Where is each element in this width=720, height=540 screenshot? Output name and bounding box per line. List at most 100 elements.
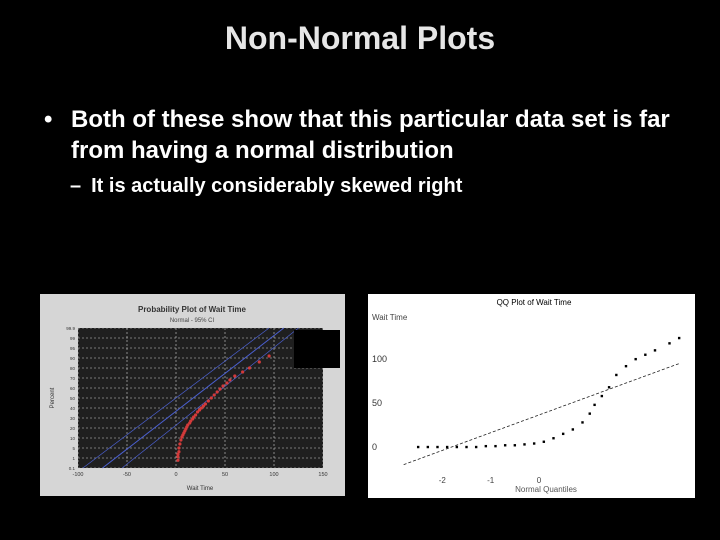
data-point — [221, 384, 225, 388]
data-point — [176, 452, 180, 456]
data-point — [177, 446, 181, 450]
probability-plot-y-ticks: 0.1 1 5 10 20 30 40 50 60 70 80 90 95 99 99.9 — [66, 326, 75, 471]
qq-point — [561, 432, 565, 436]
y-tick-label: 99.9 — [66, 326, 75, 331]
qq-plot-reference-line — [403, 363, 680, 465]
qq-point — [571, 428, 575, 431]
y-tick-label: 70 — [70, 376, 76, 381]
data-point — [206, 399, 210, 403]
fit-line — [102, 327, 285, 469]
bullet-sub-text: It is actually considerably skewed right — [91, 175, 463, 197]
bullet-main: • Both of these show that this particula… — [44, 104, 711, 166]
bullet-sub: – It is actually considerably skewed righ… — [70, 175, 462, 198]
y-tick-label: 50 — [70, 396, 76, 401]
qq-point — [436, 445, 439, 449]
data-point — [218, 387, 222, 391]
x-tick-label: 150 — [318, 472, 327, 478]
y-tick-label: 90 — [70, 356, 76, 361]
qq-point — [426, 445, 430, 449]
probability-plot-points — [176, 354, 271, 462]
qq-point — [513, 444, 517, 447]
x-tick-label: 50 — [222, 472, 228, 478]
probability-plot-xlabel: Wait Time — [187, 486, 214, 492]
qq-point — [668, 342, 671, 345]
x-tick-label: 0 — [174, 472, 177, 478]
y-tick-label: 0.1 — [69, 466, 76, 471]
data-point — [176, 458, 180, 462]
data-point — [192, 415, 196, 419]
qq-point — [607, 386, 611, 389]
x-tick-label: -1 — [487, 476, 495, 485]
y-tick-label: 50 — [372, 398, 382, 408]
qq-point — [455, 445, 459, 449]
y-tick-label: 10 — [70, 436, 76, 441]
data-point — [209, 396, 213, 400]
y-tick-label: 80 — [70, 366, 76, 371]
y-tick-label: 5 — [72, 446, 75, 451]
data-point — [233, 374, 237, 378]
qq-point — [624, 364, 628, 368]
data-point — [179, 438, 183, 442]
x-tick-label: 100 — [269, 472, 278, 478]
probability-plot-x-ticks: -100 -50 0 50 100 150 — [72, 472, 327, 478]
y-tick-label: 100 — [372, 354, 387, 364]
y-tick-label: 95 — [70, 346, 76, 351]
x-tick-label: 0 — [537, 476, 542, 485]
qq-point — [465, 445, 468, 449]
data-point — [177, 450, 181, 454]
x-tick-label: -50 — [123, 472, 131, 478]
bullet-dot-icon: • — [44, 106, 53, 133]
data-point — [194, 413, 198, 417]
qq-point — [503, 444, 507, 447]
data-point — [228, 378, 232, 382]
qq-point — [532, 442, 536, 445]
qq-plot-svg: QQ Plot of Wait Time Wait Time 100 50 0 -2… — [372, 298, 681, 494]
data-point — [176, 455, 180, 459]
y-tick-label: 1 — [72, 456, 75, 461]
qq-point — [494, 444, 497, 448]
qq-point — [588, 412, 591, 415]
data-point — [199, 406, 204, 410]
qq-plot-ylabel: Wait Time — [372, 313, 408, 322]
qq-point — [484, 444, 488, 448]
data-point — [225, 381, 229, 385]
qq-point — [615, 373, 618, 377]
qq-point — [600, 394, 604, 398]
data-point — [215, 390, 219, 394]
data-point — [201, 404, 206, 408]
bullet-dash-icon: – — [70, 175, 82, 197]
qq-point — [677, 336, 681, 340]
x-tick-label: -100 — [72, 472, 83, 478]
data-point — [189, 419, 193, 423]
qq-plot-x-ticks: -2 -1 0 — [439, 476, 542, 485]
qq-plot-y-ticks: 100 50 0 — [372, 354, 387, 452]
y-tick-label: 0 — [372, 442, 377, 452]
qq-point — [542, 440, 546, 443]
qq-point — [653, 349, 657, 352]
qq-plot-points — [416, 336, 681, 449]
probability-plot-title: Probability Plot of Wait Time — [138, 305, 247, 314]
probability-plot-subtitle: Normal - 95% CI — [170, 318, 215, 324]
bullet-main-text: Both of these show that this particular … — [71, 106, 670, 164]
qq-point — [445, 445, 449, 449]
data-point — [186, 423, 190, 427]
data-point — [257, 360, 261, 364]
y-tick-label: 99 — [70, 336, 76, 341]
qq-point — [416, 445, 420, 449]
data-point — [203, 402, 207, 406]
x-tick-label: -2 — [439, 476, 447, 485]
y-tick-label: 20 — [70, 426, 76, 431]
qq-point — [634, 357, 637, 361]
qq-point — [523, 443, 526, 446]
qq-plot: QQ Plot of Wait Time Wait Time 100 50 0 -2… — [368, 294, 695, 498]
y-tick-label: 30 — [70, 416, 76, 421]
data-point — [197, 408, 202, 412]
qq-point — [593, 403, 596, 407]
qq-point — [552, 437, 555, 440]
black-box — [294, 330, 340, 368]
probability-plot-grid — [77, 327, 324, 469]
slide-title: Non-Normal Plots — [224, 20, 496, 56]
qq-point — [474, 445, 478, 449]
qq-point — [644, 353, 647, 356]
qq-reference-line — [403, 363, 680, 465]
